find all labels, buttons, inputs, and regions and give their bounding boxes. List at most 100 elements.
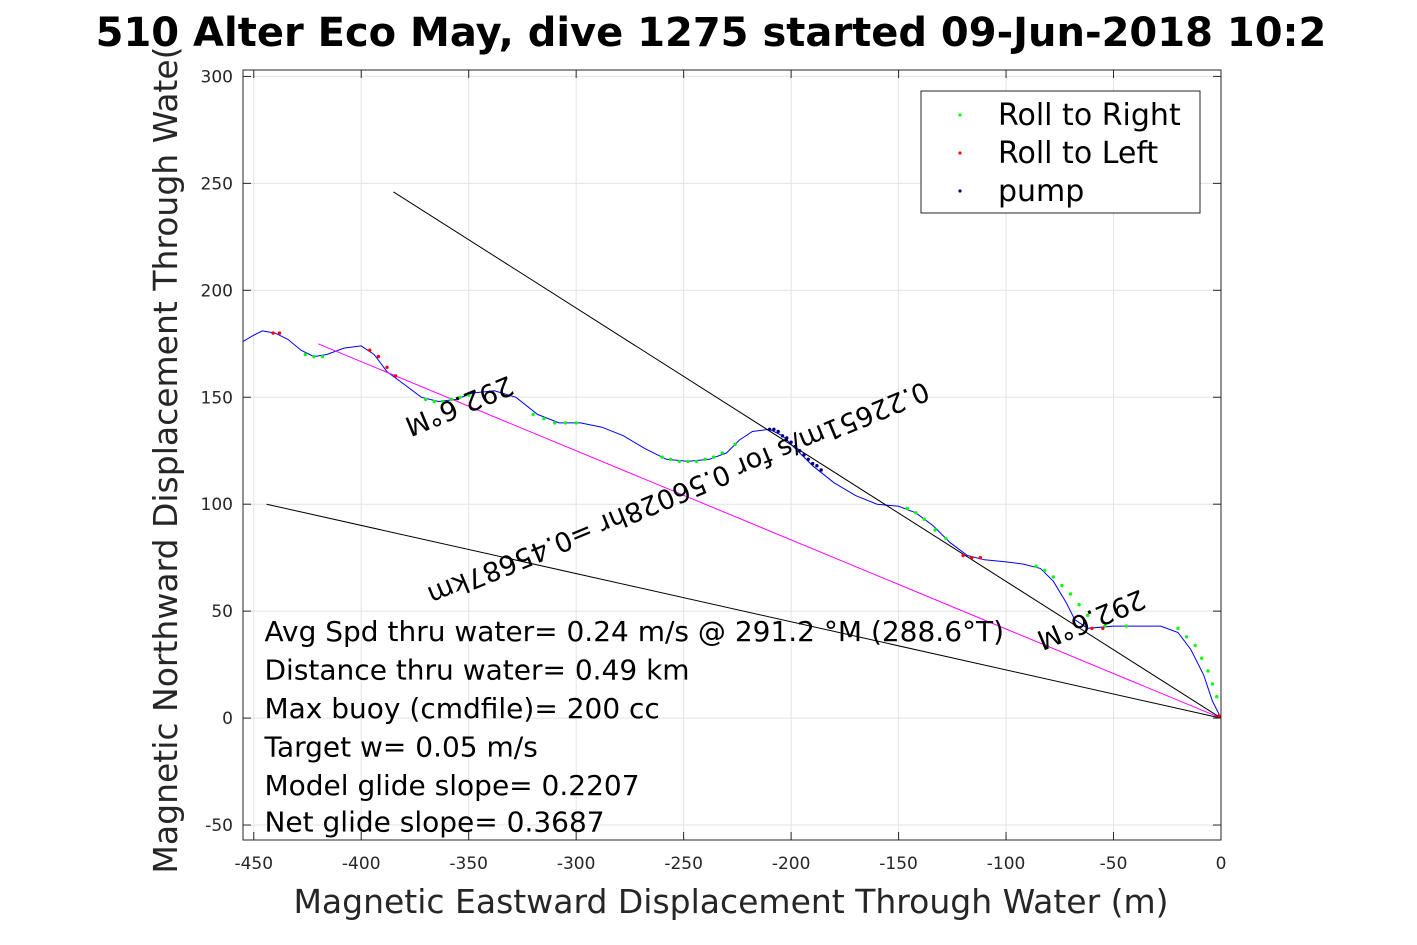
data-point xyxy=(1210,682,1215,686)
x-tick-label: -150 xyxy=(879,854,918,874)
data-point xyxy=(1215,695,1219,699)
series-pump xyxy=(767,427,823,472)
stats-line: Net glide slope= 0.3687 xyxy=(264,805,604,838)
data-point xyxy=(767,427,772,431)
heading-line-lower xyxy=(266,503,1222,719)
data-point xyxy=(1101,626,1105,630)
legend-marker-roll-right xyxy=(958,113,962,117)
legend-label-roll-right: Roll to Right xyxy=(998,98,1181,133)
x-tick-label: -300 xyxy=(557,854,596,874)
stats-line: Avg Spd thru water= 0.24 m/s @ 291.2 °M … xyxy=(264,615,1004,648)
data-point xyxy=(424,397,428,402)
data-point xyxy=(1103,624,1107,628)
stats-line: Model glide slope= 0.2207 xyxy=(264,769,639,802)
x-tick-label: -50 xyxy=(1100,854,1128,874)
data-point xyxy=(733,442,737,446)
x-tick-label: -450 xyxy=(234,854,273,874)
data-point xyxy=(905,506,909,511)
data-point xyxy=(815,464,819,468)
x-tick-label: -100 xyxy=(987,854,1026,874)
y-tick-label: 300 xyxy=(201,67,233,87)
data-point xyxy=(376,354,381,359)
y-tick-label: 150 xyxy=(201,388,233,408)
legend-label-pump: pump xyxy=(998,174,1084,209)
data-point xyxy=(1176,626,1180,630)
data-point xyxy=(694,459,699,464)
data-point xyxy=(789,440,793,444)
data-point xyxy=(458,395,462,399)
legend: Roll to Right Roll to Left pump xyxy=(920,90,1201,214)
chart-title: 510 Alter Eco May, dive 1275 started 09-… xyxy=(96,10,1327,56)
data-point xyxy=(776,429,780,434)
data-point xyxy=(312,354,316,359)
data-point xyxy=(660,455,664,459)
y-tick-label: 0 xyxy=(222,709,233,729)
data-point xyxy=(542,416,546,421)
stats-line: Distance thru water= 0.49 km xyxy=(264,654,689,687)
x-axis-label: Magnetic Eastward Displacement Through W… xyxy=(293,882,1168,921)
x-tick-label: -350 xyxy=(449,854,488,874)
legend-label-roll-left: Roll to Left xyxy=(998,136,1158,171)
data-point xyxy=(944,536,948,541)
data-point xyxy=(1217,714,1221,718)
y-tick-label: 250 xyxy=(201,174,233,194)
data-point xyxy=(970,556,974,560)
legend-marker-pump xyxy=(958,189,962,193)
data-point xyxy=(449,397,454,402)
data-point xyxy=(385,365,389,369)
x-tick-label: -400 xyxy=(342,854,381,874)
data-point xyxy=(978,556,982,560)
data-point xyxy=(1086,613,1090,618)
data-point xyxy=(271,331,275,335)
stats-line: Max buoy (cmdfile)= 200 cc xyxy=(264,692,659,725)
data-point xyxy=(961,553,965,558)
y-axis-label: Magnetic Northward Displacement Through … xyxy=(146,46,185,873)
data-point xyxy=(553,421,557,425)
legend-box xyxy=(920,90,1201,214)
x-tick-label: -200 xyxy=(772,854,811,874)
data-point xyxy=(1043,568,1047,573)
data-point xyxy=(686,459,690,464)
series-roll-to-right xyxy=(303,352,1219,699)
data-point xyxy=(467,393,471,397)
data-point xyxy=(1184,635,1189,639)
data-point xyxy=(793,444,798,449)
axis-ticks: -450 -400 -350 -300 -250 -200 -150 -100 -50 0 -50 0… xyxy=(201,67,1227,874)
data-point xyxy=(432,399,436,404)
data-point xyxy=(320,354,325,359)
legend-marker-roll-left xyxy=(958,151,962,155)
data-point xyxy=(933,528,937,532)
y-tick-label: 50 xyxy=(211,602,233,622)
data-point xyxy=(772,427,776,431)
y-tick-label: -50 xyxy=(205,816,233,836)
data-point xyxy=(1077,603,1081,607)
data-point xyxy=(303,352,307,357)
data-point xyxy=(806,457,810,461)
data-point xyxy=(798,449,802,453)
data-point xyxy=(780,434,785,438)
y-tick-label: 100 xyxy=(201,495,233,515)
data-point xyxy=(1034,564,1038,568)
data-point xyxy=(922,517,927,521)
data-point xyxy=(277,331,282,335)
data-point xyxy=(720,451,724,455)
data-point xyxy=(677,459,681,464)
data-point xyxy=(712,455,716,459)
data-point xyxy=(785,436,789,440)
data-point xyxy=(703,457,707,461)
data-point xyxy=(441,399,445,404)
data-point xyxy=(819,468,823,472)
series-roll-to-left xyxy=(271,331,1221,718)
data-point xyxy=(914,511,918,515)
data-point xyxy=(810,461,815,466)
glide-line-magenta xyxy=(318,343,1222,719)
data-point xyxy=(1193,643,1197,648)
y-tick-label: 200 xyxy=(201,281,233,301)
heading-line-upper xyxy=(393,191,1222,719)
data-point xyxy=(669,457,673,461)
data-layer xyxy=(242,191,1222,719)
data-point xyxy=(1051,575,1056,579)
data-point xyxy=(1200,656,1204,660)
data-point xyxy=(393,374,398,378)
